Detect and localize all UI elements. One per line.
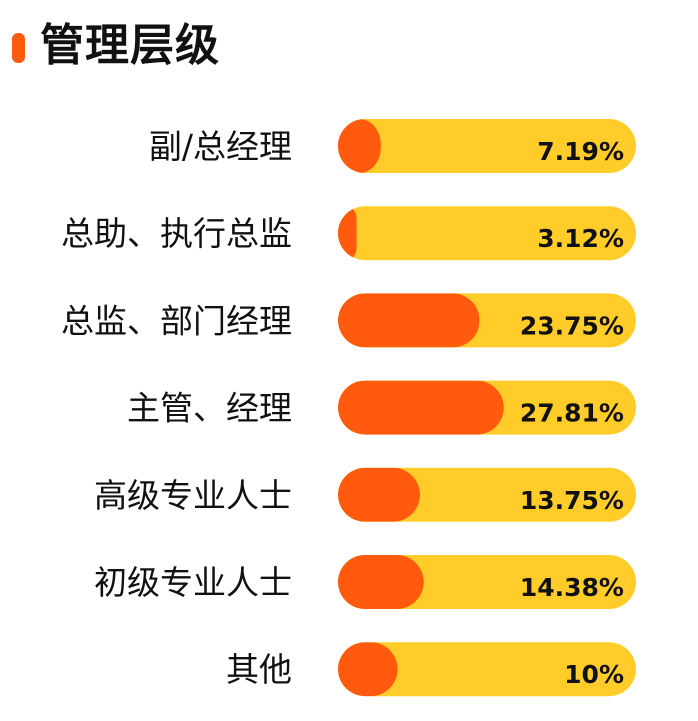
value-label: 27.81% [520,399,624,428]
bar-row: 主管、经理 27.81% [127,380,636,435]
value-label: 23.75% [520,311,624,340]
category-label: 主管、经理 [127,389,292,428]
bar-row: 副/总经理 7.19% [149,119,636,173]
bar-fill [338,206,357,261]
bar-track [338,642,636,697]
bar-row: 高级专业人士 13.75% [94,467,636,522]
value-label: 7.19% [537,137,624,166]
category-label: 其他 [226,650,292,689]
bar-fill [338,293,480,348]
category-label: 总监、部门经理 [61,301,292,340]
bar-fill [338,119,381,173]
category-label: 高级专业人士 [94,476,292,515]
bar-row: 其他 10% [226,642,636,697]
bar-row: 总助、执行总监 3.12% [61,206,636,261]
bar-fill [338,555,424,609]
bar-row: 初级专业人士 14.38% [94,555,636,609]
value-label: 10% [564,660,624,689]
value-label: 14.38% [520,573,624,602]
category-label: 初级专业人士 [94,563,292,602]
category-label: 总助、执行总监 [61,214,292,253]
bar-track [338,206,636,261]
title-accent-bar [12,33,25,63]
category-label: 副/总经理 [149,127,292,166]
bar-row: 总监、部门经理 23.75% [61,293,636,348]
value-label: 3.12% [537,224,624,253]
page-title: 管理层级 [40,20,220,71]
bar-track [338,119,636,173]
bar-fill [338,642,398,697]
value-label: 13.75% [520,486,624,515]
bar-fill [338,467,420,522]
bar-fill [338,380,504,435]
